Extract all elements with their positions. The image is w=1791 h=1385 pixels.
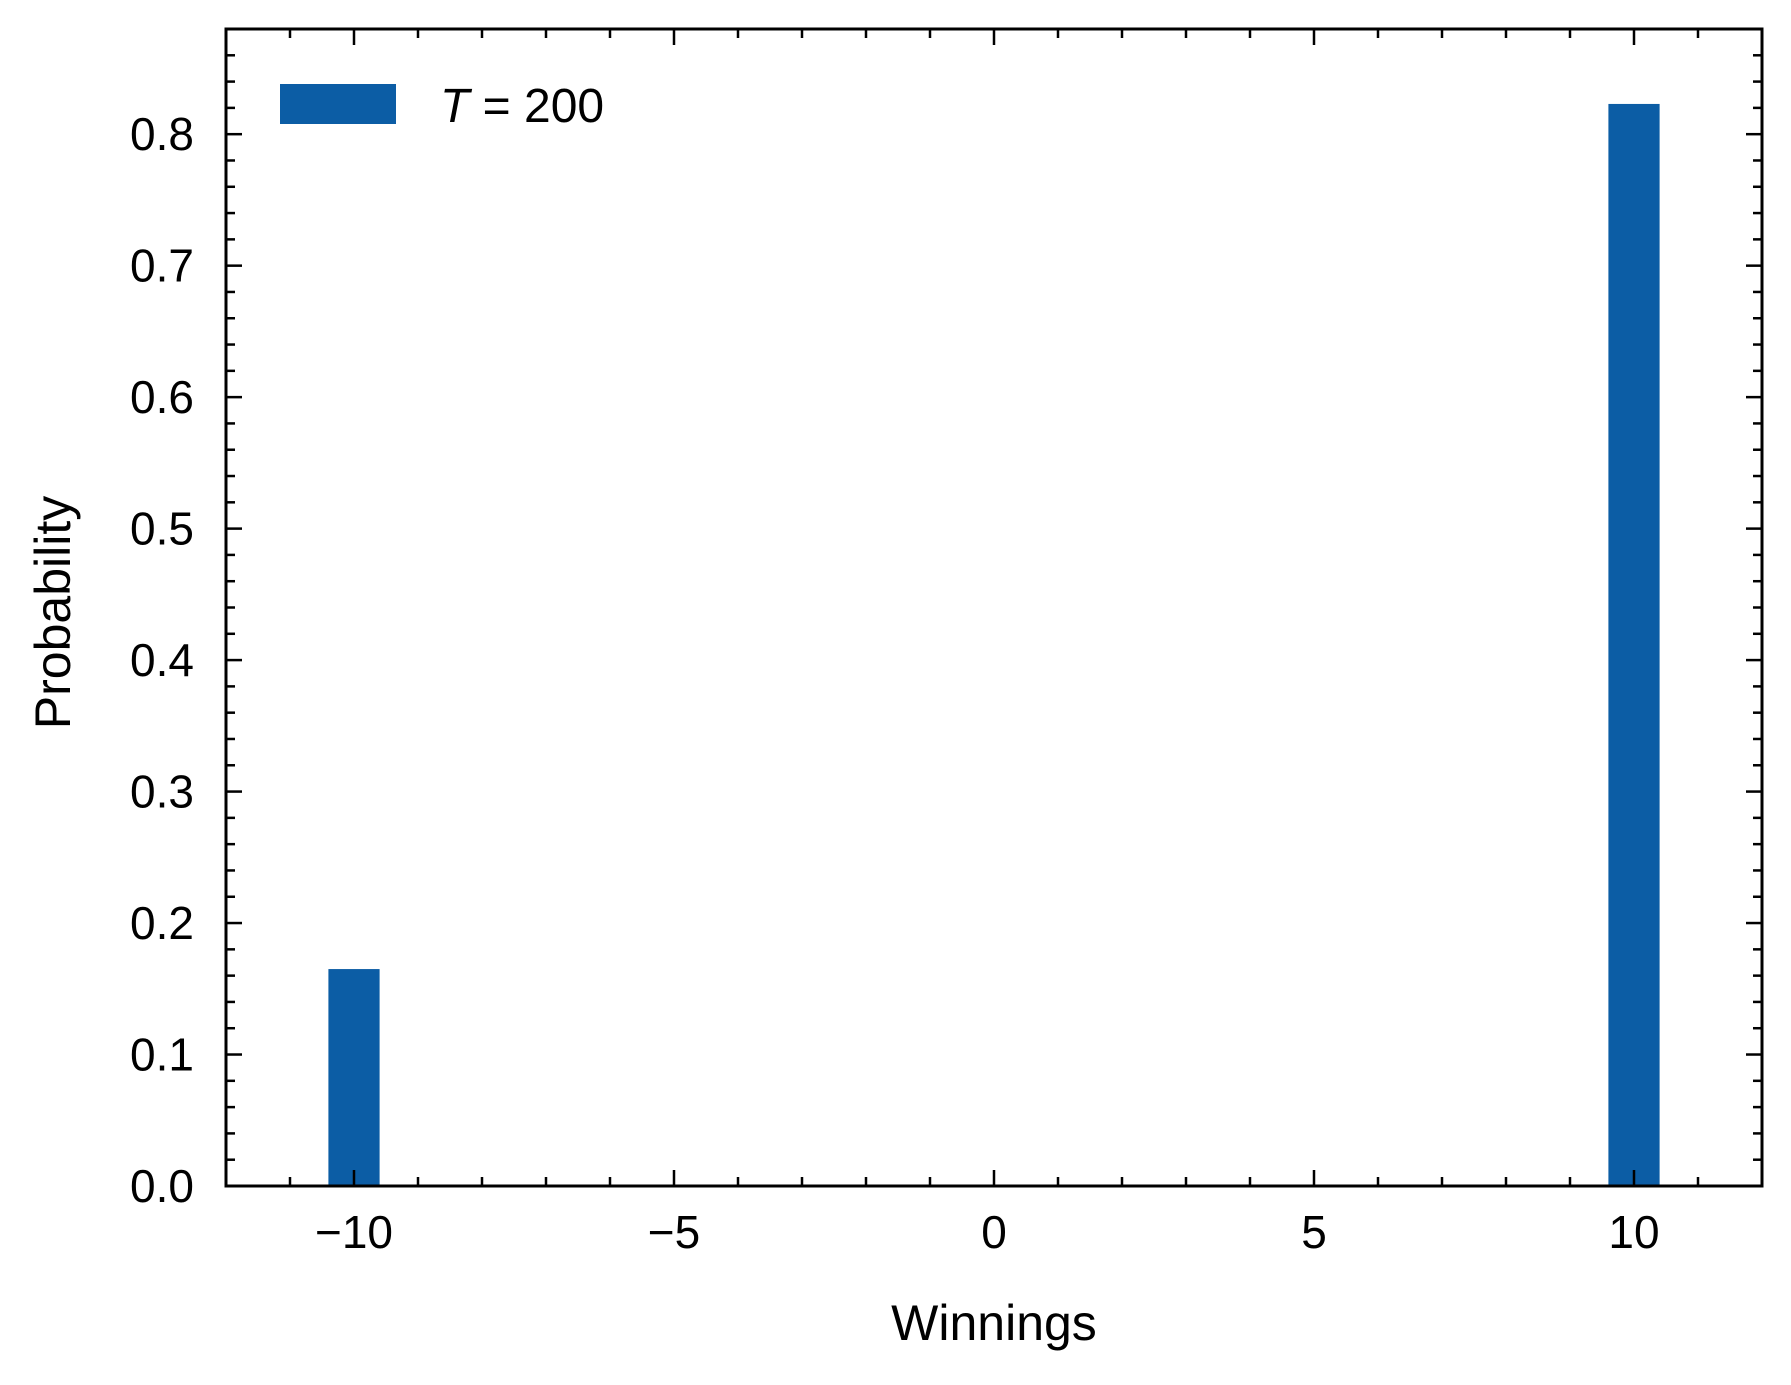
legend-label-variable: T	[440, 80, 473, 133]
y-tick-label: 0.1	[130, 1029, 194, 1081]
y-tick-label: 0.8	[130, 108, 194, 160]
y-tick-label: 0.2	[130, 897, 194, 949]
y-tick-label: 0.7	[130, 240, 194, 292]
legend-swatch	[280, 84, 396, 124]
y-axis-label: Probability	[25, 496, 81, 729]
legend: T = 200	[280, 80, 604, 133]
y-tick-label: 0.6	[130, 371, 194, 423]
y-tick-label: 0.4	[130, 634, 194, 686]
bar--10	[328, 969, 380, 1186]
legend-label-value: = 200	[469, 80, 604, 133]
x-tick-label: 5	[1301, 1206, 1327, 1258]
y-tick-label: 0.3	[130, 766, 194, 818]
x-axis-label: Winnings	[891, 1295, 1097, 1351]
x-tick-label: −10	[315, 1206, 393, 1258]
x-tick-label: 10	[1608, 1206, 1659, 1258]
legend-label: T = 200	[440, 80, 604, 133]
x-tick-label: −5	[648, 1206, 700, 1258]
plot-frame	[224, 27, 1764, 1188]
bar-10	[1608, 103, 1660, 1187]
y-tick-label: 0.0	[130, 1160, 194, 1212]
y-tick-label: 0.5	[130, 503, 194, 555]
tick-labels-group: −10 −5 0 5 10 0.0 0.1 0.2 0.3 0.4 0.5 0.6 0.7 0.8	[130, 108, 1660, 1258]
bars-group	[328, 103, 1660, 1187]
x-tick-label: 0	[981, 1206, 1007, 1258]
